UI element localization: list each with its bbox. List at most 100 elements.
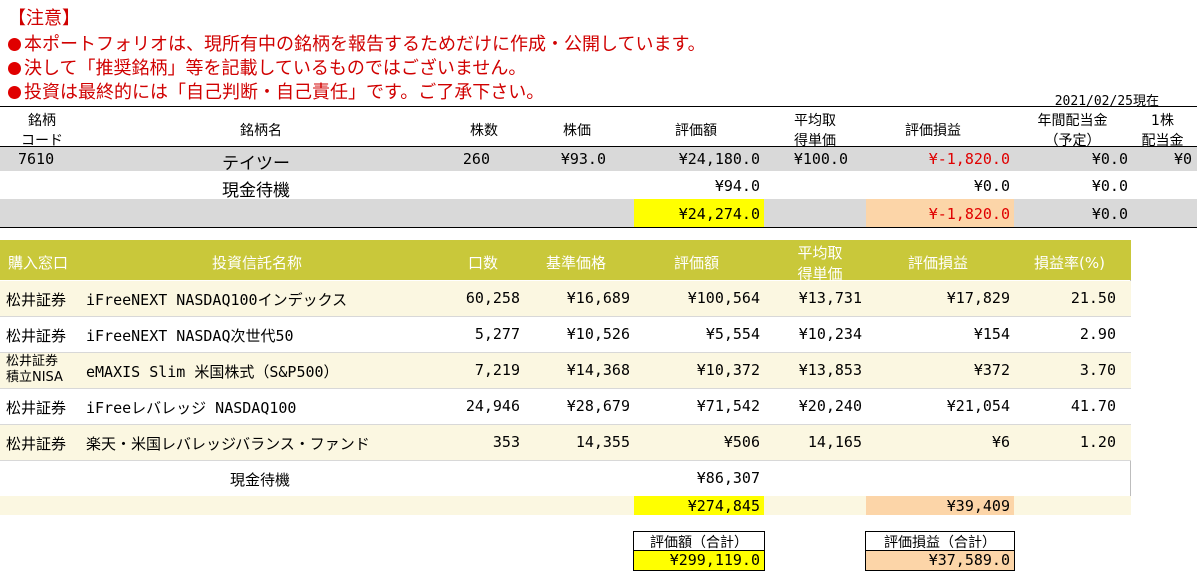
total-value-highlight — [634, 199, 764, 227]
fund-total-value: ¥274,845 — [687, 497, 760, 515]
fund-total-pnl: ¥39,409 — [946, 497, 1010, 515]
summary-value: ¥299,119.0 — [634, 551, 764, 570]
fund-nav: ¥28,679 — [566, 397, 630, 415]
divider — [0, 146, 1197, 147]
fund-rate: 2.90 — [1079, 325, 1116, 343]
col-fund-avg-header: 平均取 得単価 — [797, 244, 843, 283]
fund-avg: ¥13,731 — [798, 289, 862, 307]
table-row: 松井証券 積立NISA eMAXIS Slim 米国株式（S&P500） 7,219 ¥… — [0, 353, 1131, 389]
bullet-icon — [8, 38, 21, 51]
fund-rate: 21.50 — [1070, 289, 1116, 307]
col-rate-header: 損益率(%) — [1034, 254, 1105, 272]
fund-avg: ¥10,234 — [798, 325, 862, 343]
notice-line-3: 投資は最終的には「自己判断・自己責任」です。ご了承下さい。 — [8, 78, 544, 104]
stock-code: 7610 — [18, 150, 55, 168]
fund-units: 24,946 — [465, 397, 520, 415]
summary-value-label: 評価額（合計） — [634, 532, 764, 551]
stock-cash-value: ¥94.0 — [714, 177, 760, 195]
col-shares-header: 株数 — [470, 123, 498, 139]
col-dividend-header: 年間配当金 （予定） — [1037, 113, 1108, 149]
fund-broker: 松井証券 — [6, 399, 67, 417]
col-code-header: 銘柄 コード — [21, 113, 63, 149]
notice-title: 【注意】 — [8, 8, 80, 29]
stock-pnl: ¥-1,820.0 — [928, 150, 1010, 168]
fund-avg: 14,165 — [807, 433, 862, 451]
col-pnl-header: 評価損益 — [905, 123, 961, 139]
fund-avg: ¥13,853 — [798, 361, 862, 379]
divider — [0, 227, 1197, 228]
stock-cash-pnl: ¥0.0 — [973, 177, 1010, 195]
fund-units: 5,277 — [474, 325, 520, 343]
fund-value: ¥100,564 — [687, 289, 760, 307]
fund-nav: ¥10,526 — [566, 325, 630, 343]
col-broker-header: 購入窓口 — [8, 254, 69, 272]
total-pnl-highlight — [866, 199, 1014, 227]
table-row: 松井証券 iFreeレバレッジ NASDAQ100 24,946 ¥28,679 ¥71… — [0, 389, 1131, 425]
stock-value: ¥24,180.0 — [678, 150, 760, 168]
summary-pnl: ¥37,589.0 — [866, 551, 1014, 570]
fund-table: 購入窓口 投資信託名称 口数 基準価格 評価額 平均取 得単価 評価損益 損益率(… — [0, 240, 1131, 515]
stock-total-pnl: ¥-1,820.0 — [928, 205, 1010, 223]
fund-cash-value: ¥86,307 — [696, 469, 760, 487]
fund-name: iFreeNEXT NASDAQ100インデックス — [86, 291, 348, 309]
fund-value: ¥71,542 — [696, 397, 760, 415]
stock-total-dividend: ¥0.0 — [1091, 205, 1128, 223]
fund-nav: ¥14,368 — [566, 361, 630, 379]
as-of-date: 2021/02/25現在 — [1054, 94, 1159, 109]
fund-pnl: ¥372 — [973, 361, 1010, 379]
fund-pnl: ¥6 — [991, 433, 1010, 451]
fund-value: ¥10,372 — [696, 361, 760, 379]
fund-units: 353 — [492, 433, 520, 451]
fund-name: eMAXIS Slim 米国株式（S&P500） — [86, 363, 339, 381]
fund-nav: ¥16,689 — [566, 289, 630, 307]
col-avg-header: 平均取 得単価 — [794, 113, 836, 149]
summary-pnl-box: 評価損益（合計） ¥37,589.0 — [865, 531, 1015, 571]
col-nav-header: 基準価格 — [546, 254, 607, 272]
bullet-icon — [8, 86, 21, 99]
fund-nav: 14,355 — [575, 433, 630, 451]
col-value-header: 評価額 — [675, 123, 717, 139]
fund-total-value-highlight — [634, 496, 764, 515]
stock-name: テイツー — [222, 154, 290, 174]
table-row — [0, 147, 1197, 171]
stock-total-value: ¥24,274.0 — [678, 205, 760, 223]
fund-broker: 松井証券 — [6, 435, 67, 453]
fund-name: 楽天・米国レバレッジバランス・ファンド — [86, 435, 370, 453]
stock-per-share: ¥0 — [1173, 150, 1192, 168]
stock-dividend: ¥0.0 — [1091, 150, 1128, 168]
fund-broker: 松井証券 — [6, 291, 67, 309]
fund-rate: 3.70 — [1079, 361, 1116, 379]
notice-line-1: 本ポートフォリオは、現所有中の銘柄を報告するためだけに作成・公開しています。 — [8, 30, 706, 56]
fund-rate: 1.20 — [1079, 433, 1116, 451]
fund-pnl: ¥154 — [973, 325, 1010, 343]
table-row: 松井証券 楽天・米国レバレッジバランス・ファンド 353 14,355 ¥506 14,1… — [0, 425, 1131, 461]
fund-value: ¥5,554 — [705, 325, 760, 343]
fund-total-pnl-highlight — [866, 496, 1014, 515]
fund-pnl: ¥17,829 — [946, 289, 1010, 307]
col-name-header: 銘柄名 — [240, 123, 282, 139]
table-row: 松井証券 iFreeNEXT NASDAQ100インデックス 60,258 ¥16,6… — [0, 281, 1131, 317]
fund-value: ¥506 — [723, 433, 760, 451]
stock-shares: 260 — [462, 150, 490, 168]
stock-cash-label: 現金待機 — [222, 181, 290, 201]
fund-name: iFreeレバレッジ NASDAQ100 — [86, 399, 297, 417]
fund-broker: 松井証券 — [6, 327, 67, 345]
col-fund-name-header: 投資信託名称 — [212, 254, 303, 272]
col-price-header: 株価 — [563, 123, 591, 139]
bullet-icon — [8, 62, 21, 75]
fund-pnl: ¥21,054 — [946, 397, 1010, 415]
fund-header-row: 購入窓口 投資信託名称 口数 基準価格 評価額 平均取 得単価 評価損益 損益率(… — [0, 240, 1131, 283]
summary-value-box: 評価額（合計） ¥299,119.0 — [633, 531, 765, 571]
fund-total-row: ¥274,845 ¥39,409 — [0, 496, 1131, 515]
col-units-header: 口数 — [468, 254, 499, 272]
col-fund-value-header: 評価額 — [674, 254, 720, 272]
fund-broker: 松井証券 積立NISA — [6, 354, 63, 385]
fund-rate: 41.70 — [1070, 397, 1116, 415]
stock-cash-dividend: ¥0.0 — [1091, 177, 1128, 195]
fund-cash-row: 現金待機 ¥86,307 — [0, 462, 1131, 494]
notice-line-2: 決して「推奨銘柄」等を記載しているものではございません。 — [8, 54, 526, 80]
fund-cash-label: 現金待機 — [230, 471, 291, 489]
fund-units: 7,219 — [474, 361, 520, 379]
fund-units: 60,258 — [465, 289, 520, 307]
divider — [0, 106, 1197, 107]
